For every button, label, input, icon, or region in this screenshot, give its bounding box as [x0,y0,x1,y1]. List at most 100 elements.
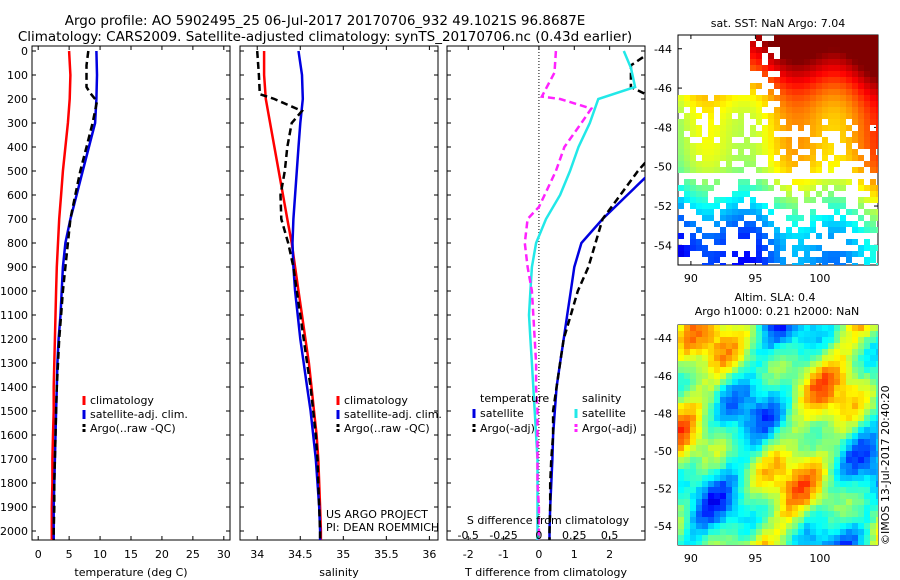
map-cell [726,535,732,541]
map-cell [804,137,810,143]
map-cell [750,161,756,167]
map-cell [774,179,780,185]
map-cell [738,433,744,439]
map-cell [792,487,798,493]
sla-map-title: Altim. SLA: 0.4 [734,291,815,304]
map-cell [852,77,858,83]
map-cell [858,185,864,191]
map-cell [684,245,690,251]
map-cell [864,83,870,89]
map-cell [768,185,774,191]
map-cell [774,391,780,397]
map-cell [780,535,786,541]
map-cell [720,439,726,445]
map-cell [696,535,702,541]
map-cell [756,251,762,257]
map-cell [828,517,834,523]
map-cell [840,53,846,59]
map-cell [714,499,720,505]
map-cell [708,325,714,331]
map-cell [864,493,870,499]
map-cell [720,415,726,421]
map-cell [792,245,798,251]
map-cell [798,349,804,355]
map-cell [684,251,690,257]
map-cell [858,385,864,391]
map-cell [816,439,822,445]
y-tick-label: 0 [21,45,28,58]
map-cell [858,251,864,257]
map-cell [690,349,696,355]
map-cell [678,409,684,415]
map-cell [774,463,780,469]
map-cell [876,227,878,233]
map-cell [678,541,684,545]
map-cell [708,379,714,385]
map-cell [762,469,768,475]
map-cell [834,457,840,463]
map-cell [840,59,846,65]
map-cell [822,433,828,439]
map-cell [828,53,834,59]
map-cell [798,71,804,77]
map-cell [864,511,870,517]
map-cell [834,487,840,493]
map-cell [750,59,756,65]
map-cell [732,481,738,487]
map-cell [780,239,786,245]
map-cell [774,523,780,529]
map-cell [804,451,810,457]
map-cell [780,143,786,149]
map-cell [816,89,822,95]
map-cell [714,391,720,397]
map-cell [702,421,708,427]
map-cell [852,487,858,493]
map-cell [864,499,870,505]
y-tick-label: 400 [7,141,28,154]
map-cell [738,475,744,481]
map-cell [810,161,816,167]
map-cell [708,445,714,451]
map-cell [792,397,798,403]
map-cell [864,445,870,451]
map-cell [822,107,828,113]
map-cell [864,325,870,331]
map-cell [870,517,876,523]
map-cell [864,263,870,265]
map-cell [732,337,738,343]
map-cell [852,403,858,409]
map-cell [762,457,768,463]
map-cell [786,71,792,77]
map-cell [804,457,810,463]
map-cell [810,541,816,545]
map-cell [780,95,786,101]
map-cell [810,227,816,233]
map-cell [762,47,768,53]
map-cell [756,469,762,475]
map-cell [870,77,876,83]
map-cell [684,191,690,197]
map-cell [738,143,744,149]
map-cell [876,517,878,523]
map-cell [852,65,858,71]
map-cell [720,209,726,215]
map-cell [870,403,876,409]
map-cell [786,325,792,331]
map-cell [858,245,864,251]
map-cell [858,493,864,499]
map-cell [684,385,690,391]
map-cell [708,421,714,427]
map-cell [696,143,702,149]
map-cell [846,499,852,505]
s-tick-label: 0.25 [562,529,587,542]
map-cell [810,325,816,331]
map-cell [798,385,804,391]
map-cell [846,361,852,367]
map-cell [738,167,744,173]
map-cell [720,451,726,457]
map-cell [678,367,684,373]
map-cell [732,385,738,391]
map-cell [804,251,810,257]
map-cell [822,71,828,77]
map-cell [858,517,864,523]
